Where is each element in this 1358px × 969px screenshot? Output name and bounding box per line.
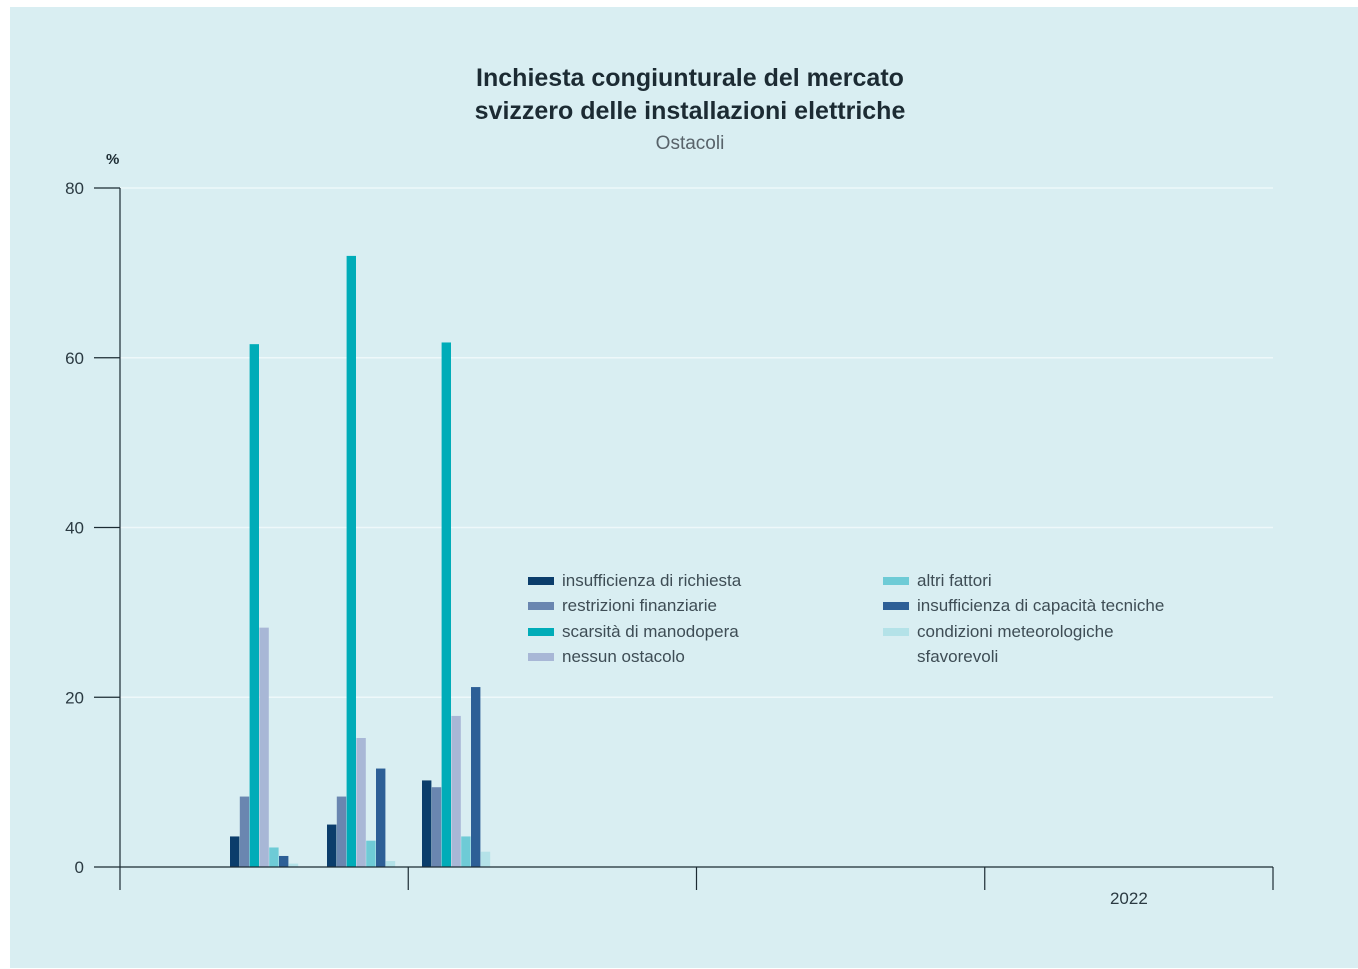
y-tick-label: 60 — [65, 349, 84, 368]
legend-item: scarsità di manodopera — [528, 619, 862, 644]
legend-label: nessun ostacolo — [562, 646, 685, 666]
legend-label: scarsità di manodopera — [562, 621, 739, 641]
bar — [376, 768, 386, 867]
legend-swatch — [528, 602, 554, 611]
x-period-label: 2022 — [1110, 889, 1148, 908]
bar — [346, 255, 356, 867]
bar — [385, 861, 396, 867]
bar — [461, 836, 471, 867]
bar-group — [327, 255, 396, 867]
legend-swatch — [883, 577, 909, 585]
bar — [230, 836, 240, 867]
chart-title: Inchiesta congiunturale del mercato sviz… — [0, 62, 1358, 128]
bars — [230, 255, 491, 867]
chart-title-line1: Inchiesta congiunturale del mercato — [476, 64, 904, 92]
y-tick-label: 0 — [75, 858, 84, 877]
legend-label: altri fattori — [917, 571, 992, 590]
legend-label: restrizioni finanziarie — [562, 596, 717, 616]
bar-group — [230, 344, 299, 867]
bar — [431, 787, 442, 867]
bar — [279, 855, 289, 867]
bar — [356, 737, 366, 867]
bar — [259, 627, 269, 867]
bar-group — [422, 342, 491, 867]
legend-label: insufficienza di richiesta — [562, 571, 742, 590]
legend-swatch — [883, 602, 909, 611]
legend-swatch — [528, 577, 554, 585]
legend-item: condizioni meteorologiche sfavorevoli — [883, 619, 1167, 669]
y-axis: 0 20 40 60 80 — [65, 179, 121, 877]
bar — [327, 824, 337, 867]
legend-item: altri fattori — [883, 568, 1217, 593]
bar — [249, 344, 259, 867]
chart-subtitle: Ostacoli — [655, 133, 725, 154]
bar — [366, 840, 376, 867]
chart-title-line2: svizzero delle installazioni elettriche — [474, 97, 906, 125]
y-tick-label: 80 — [65, 179, 84, 198]
bar — [422, 780, 432, 867]
bar — [269, 847, 279, 867]
y-tick-label: 40 — [65, 519, 84, 538]
legend-swatch — [528, 652, 554, 661]
bar — [239, 796, 250, 867]
legend-item: restrizioni finanziarie — [528, 593, 862, 618]
bar — [288, 863, 299, 867]
legend-item: insufficienza di richiesta — [528, 568, 862, 593]
x-axis: 2022 — [119, 866, 1274, 908]
y-axis-unit: % — [106, 151, 120, 168]
legend-swatch — [883, 627, 909, 636]
legend-item: nessun ostacolo — [528, 644, 862, 669]
bar — [480, 851, 491, 867]
bar — [441, 342, 451, 867]
bar — [471, 687, 481, 867]
bar — [336, 796, 347, 867]
legend-item: insufficienza di capacità tecniche — [883, 593, 1217, 618]
legend-swatch — [528, 627, 554, 636]
bar — [451, 715, 461, 867]
gridlines — [120, 187, 1273, 698]
legend-label: condizioni meteorologiche sfavorevoli — [917, 621, 1114, 666]
legend-label: insufficienza di capacità tecniche — [917, 596, 1165, 616]
y-tick-label: 20 — [65, 688, 84, 707]
chart-panel — [10, 7, 1358, 968]
